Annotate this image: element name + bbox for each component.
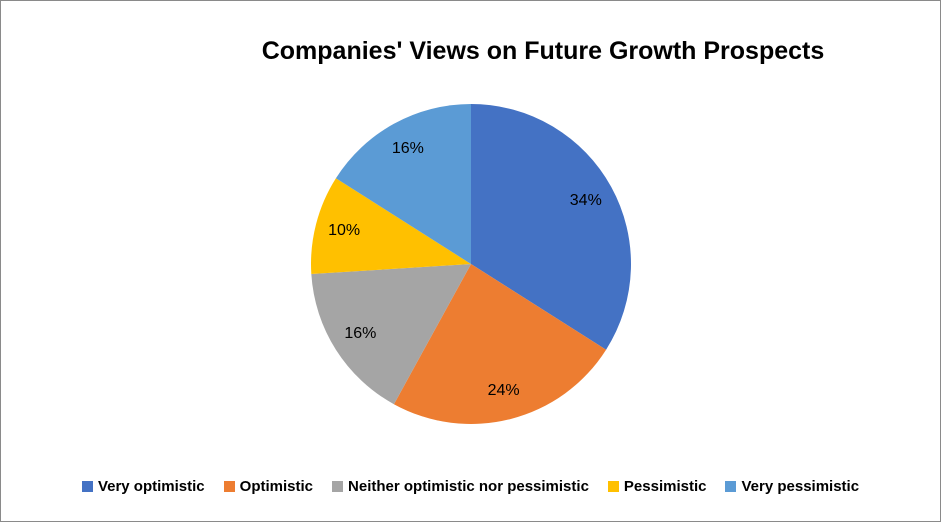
legend-item-very-pessimistic[interactable]: Very pessimistic [725, 478, 859, 495]
legend-label: Pessimistic [623, 478, 707, 495]
legend-swatch-icon [223, 481, 235, 492]
legend-label: Very pessimistic [741, 478, 860, 495]
legend-item-very-optimistic[interactable]: Very optimistic [81, 478, 205, 495]
pie-slice-very-pessimistic[interactable] [335, 104, 471, 264]
legend-swatch-icon [725, 481, 737, 492]
pie-slice-optimistic[interactable] [393, 264, 607, 424]
legend-swatch-icon [607, 481, 619, 492]
legend-swatch-icon [81, 481, 93, 492]
pie-slice-pessimistic[interactable] [311, 178, 471, 275]
legend-label: Neither optimistic nor pessimistic [348, 478, 589, 495]
legend-item-optimistic[interactable]: Optimistic [223, 478, 314, 495]
legend-label: Optimistic [239, 478, 314, 495]
chart-title: Companies' Views on Future Growth Prospe… [261, 37, 825, 65]
pie-slice-very-optimistic[interactable] [471, 104, 631, 350]
legend-item-pessimistic[interactable]: Pessimistic [607, 478, 707, 495]
legend-label: Very optimistic [97, 478, 205, 495]
pie-slice-neither-optimistic-nor-pessimistic[interactable] [311, 264, 471, 405]
legend-swatch-icon [332, 481, 344, 492]
legend-item-neither-optimistic-nor-pessimistic[interactable]: Neither optimistic nor pessimistic [332, 478, 589, 495]
legend: Very optimistic Optimistic Neither optimis… [1, 478, 940, 495]
